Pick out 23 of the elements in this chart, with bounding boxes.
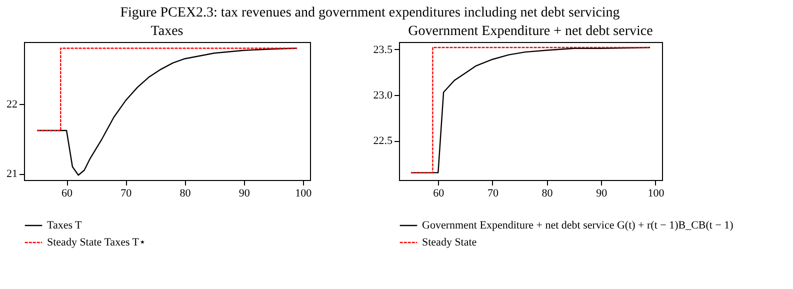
x-tick-label: 60	[62, 188, 74, 200]
chart-title: Taxes	[150, 24, 184, 39]
legend-label: Steady State	[422, 236, 477, 248]
y-tick-label: 23.5	[373, 44, 393, 56]
line-series	[410, 46, 651, 174]
chart-title: Government Expenditure + net debt service	[408, 24, 653, 39]
x-tick-label: 100	[648, 188, 665, 200]
x-tick-label: 80	[542, 188, 554, 200]
x-tick-label: 70	[120, 188, 132, 200]
x-tick-label: 70	[487, 188, 499, 200]
y-tick-label: 22.5	[373, 135, 393, 148]
x-tick-label: 80	[180, 188, 192, 200]
legend-label: Government Expenditure + net debt service G(t) + r(t − 1)B_CB(t − 1)	[422, 220, 734, 232]
y-tick-label: 23.0	[373, 90, 393, 102]
x-tick-label: 60	[433, 188, 445, 200]
text: Figure PCEX2.3: tax revenues and government expenditures including net debt servicing	[120, 6, 620, 20]
x-tick-label: 100	[295, 188, 312, 200]
y-tick-label: 21	[6, 168, 18, 180]
legend-label: Steady State Taxes T⋆	[47, 236, 146, 248]
legend-label: Taxes T	[47, 220, 82, 232]
x-tick-label: 90	[238, 188, 250, 200]
y-tick-label: 22	[6, 98, 18, 111]
x-tick-label: 90	[596, 188, 608, 200]
